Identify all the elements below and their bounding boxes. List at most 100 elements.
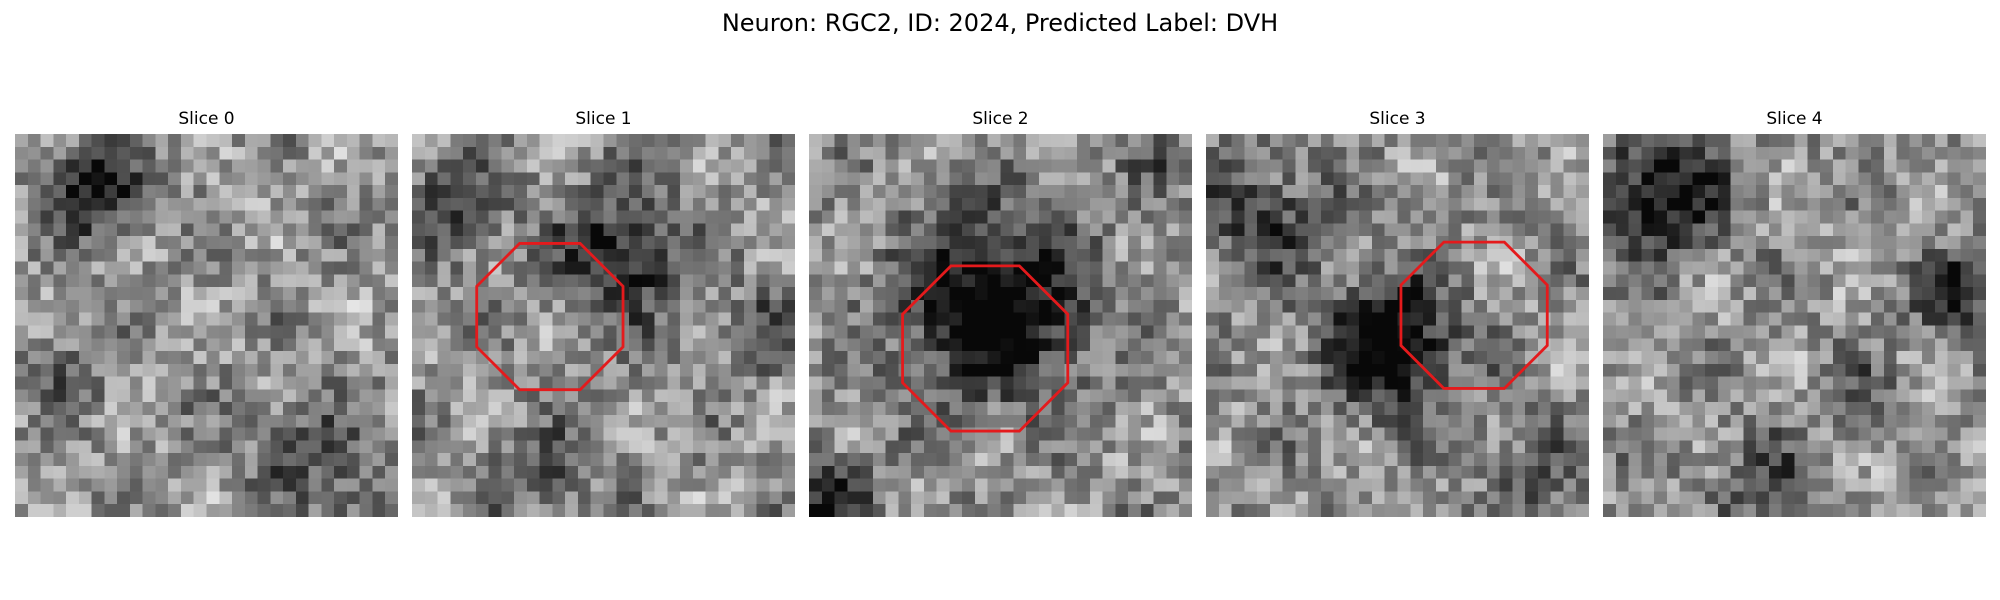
pixel bbox=[232, 312, 246, 326]
pixel bbox=[526, 389, 540, 403]
pixel bbox=[1038, 465, 1052, 479]
pixel bbox=[1115, 440, 1129, 454]
pixel bbox=[1730, 299, 1744, 313]
pixel bbox=[1845, 338, 1859, 352]
pixel bbox=[616, 376, 630, 390]
pixel bbox=[1883, 261, 1897, 275]
pixel bbox=[590, 299, 604, 313]
pixel bbox=[1781, 236, 1795, 250]
pixel bbox=[1295, 338, 1309, 352]
pixel bbox=[78, 185, 92, 199]
pixel bbox=[1179, 376, 1192, 390]
pixel bbox=[1666, 312, 1680, 326]
pixel bbox=[180, 287, 194, 301]
pixel bbox=[769, 414, 783, 428]
pixel bbox=[936, 376, 950, 390]
pixel bbox=[412, 134, 426, 148]
pixel bbox=[257, 478, 271, 492]
pixel bbox=[718, 465, 732, 479]
pixel bbox=[1896, 172, 1910, 186]
pixel bbox=[1858, 363, 1872, 377]
pixel bbox=[756, 389, 770, 403]
pixel bbox=[1077, 427, 1091, 441]
pixel bbox=[616, 159, 630, 173]
pixel bbox=[475, 185, 489, 199]
pixel bbox=[1051, 491, 1065, 505]
pixel bbox=[53, 363, 67, 377]
pixel bbox=[1257, 159, 1271, 173]
pixel bbox=[346, 261, 360, 275]
pixel bbox=[450, 465, 464, 479]
pixel bbox=[680, 248, 694, 262]
pixel bbox=[1666, 478, 1680, 492]
pixel bbox=[1845, 172, 1859, 186]
pixel bbox=[962, 478, 976, 492]
pixel bbox=[1026, 478, 1040, 492]
pixel bbox=[756, 465, 770, 479]
pixel bbox=[1115, 491, 1129, 505]
pixel bbox=[1346, 478, 1360, 492]
pixel bbox=[53, 427, 67, 441]
pixel bbox=[1166, 134, 1180, 148]
pixel bbox=[1128, 287, 1142, 301]
pixel bbox=[565, 363, 579, 377]
pixel bbox=[142, 223, 156, 237]
pixel bbox=[1525, 363, 1539, 377]
pixel bbox=[206, 427, 220, 441]
pixel bbox=[1909, 261, 1923, 275]
pixel bbox=[1282, 261, 1296, 275]
pixel bbox=[769, 325, 783, 339]
pixel bbox=[1794, 185, 1808, 199]
pixel bbox=[680, 299, 694, 313]
pixel bbox=[1013, 504, 1027, 517]
pixel bbox=[501, 338, 515, 352]
pixel bbox=[1756, 185, 1770, 199]
pixel bbox=[590, 453, 604, 467]
pixel bbox=[936, 427, 950, 441]
pixel bbox=[1115, 248, 1129, 262]
pixel bbox=[1871, 338, 1885, 352]
pixel bbox=[1474, 312, 1488, 326]
pixel bbox=[1384, 287, 1398, 301]
pixel bbox=[1743, 299, 1757, 313]
pixel bbox=[1717, 325, 1731, 339]
pixel bbox=[1871, 236, 1885, 250]
pixel bbox=[756, 159, 770, 173]
pixel bbox=[1525, 299, 1539, 313]
pixel bbox=[1486, 312, 1500, 326]
pixel bbox=[1576, 236, 1589, 250]
pixel bbox=[1743, 465, 1757, 479]
pixel bbox=[987, 351, 1001, 365]
pixel bbox=[1896, 427, 1910, 441]
pixel bbox=[565, 325, 579, 339]
pixel bbox=[692, 146, 706, 160]
pixel bbox=[219, 236, 233, 250]
pixel bbox=[1244, 274, 1258, 288]
pixel bbox=[66, 197, 80, 211]
pixel bbox=[705, 427, 719, 441]
pixel bbox=[526, 197, 540, 211]
pixel bbox=[1603, 261, 1617, 275]
pixel bbox=[1346, 287, 1360, 301]
pixel bbox=[1013, 197, 1027, 211]
pixel bbox=[1832, 414, 1846, 428]
pixel bbox=[1257, 363, 1271, 377]
pixel bbox=[1026, 146, 1040, 160]
pixel bbox=[1346, 389, 1360, 403]
pixel bbox=[949, 299, 963, 313]
pixel bbox=[27, 465, 41, 479]
pixel bbox=[334, 351, 348, 365]
pixel bbox=[1320, 146, 1334, 160]
pixel bbox=[463, 159, 477, 173]
pixel bbox=[437, 363, 451, 377]
pixel bbox=[949, 465, 963, 479]
pixel bbox=[1115, 325, 1129, 339]
pixel bbox=[1102, 325, 1116, 339]
pixel bbox=[911, 351, 925, 365]
pixel bbox=[1666, 325, 1680, 339]
pixel bbox=[692, 389, 706, 403]
pixel bbox=[974, 287, 988, 301]
pixel bbox=[743, 402, 757, 416]
pixel bbox=[385, 274, 398, 288]
pixel bbox=[1922, 185, 1936, 199]
